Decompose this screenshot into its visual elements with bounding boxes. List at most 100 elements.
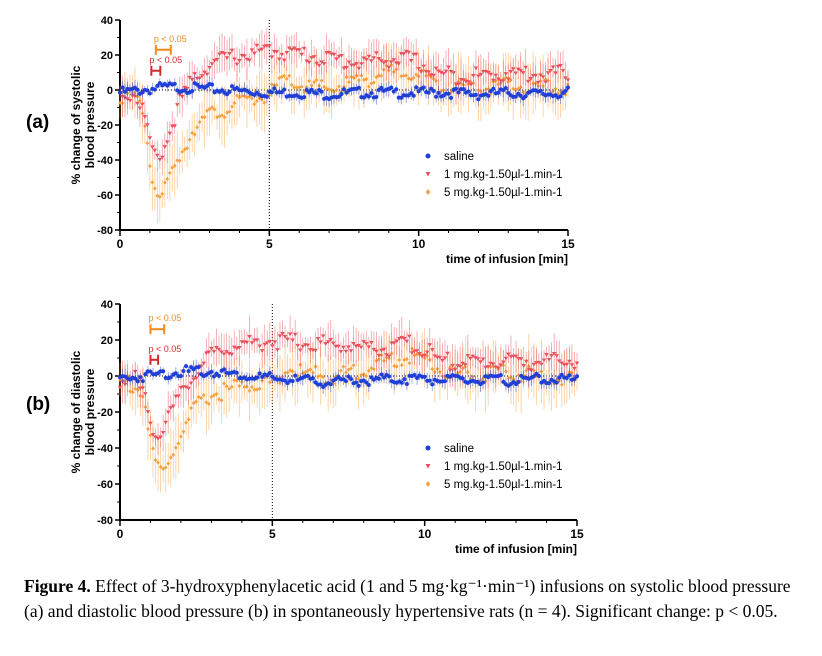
data-point — [282, 58, 287, 63]
data-point — [379, 85, 384, 90]
data-point — [409, 351, 415, 355]
data-point — [331, 52, 337, 57]
significance-label: p < 0.05 — [149, 55, 182, 65]
data-point — [558, 94, 563, 99]
data-point — [430, 382, 435, 387]
data-point — [349, 377, 354, 382]
data-point — [249, 48, 255, 53]
data-point — [224, 350, 229, 354]
data-point — [481, 380, 486, 385]
data-point — [189, 405, 193, 411]
data-point — [214, 345, 219, 350]
data-point — [402, 357, 407, 363]
data-point — [407, 334, 412, 339]
data-point — [316, 374, 320, 379]
data-point — [401, 52, 406, 56]
data-point — [554, 354, 559, 358]
data-point — [201, 392, 206, 398]
data-point — [277, 57, 282, 62]
data-point — [172, 81, 177, 86]
data-point — [204, 351, 209, 356]
data-point — [285, 337, 290, 342]
data-point — [486, 70, 491, 75]
significance-bracket: p < 0.05 — [148, 313, 181, 335]
data-point — [399, 380, 404, 385]
data-point — [155, 437, 161, 441]
data-point — [396, 61, 401, 66]
data-point — [234, 370, 239, 375]
data-point — [230, 84, 234, 89]
data-point — [192, 72, 197, 76]
data-point — [513, 94, 518, 99]
data-point — [414, 85, 419, 90]
data-point — [187, 137, 192, 142]
data-point — [189, 77, 195, 82]
data-point — [237, 383, 242, 389]
data-point — [491, 78, 496, 83]
figure-caption: Figure 4. Effect of 3-hydroxyphenylaceti… — [24, 574, 814, 624]
data-point — [234, 62, 240, 67]
data-point — [406, 93, 411, 98]
data-point — [445, 351, 450, 356]
data-point — [437, 355, 443, 360]
data-point — [473, 66, 479, 71]
data-point — [369, 90, 374, 95]
data-point — [227, 89, 232, 94]
data-point — [343, 349, 349, 354]
data-point — [186, 369, 191, 374]
data-point — [372, 367, 376, 372]
data-point — [473, 92, 478, 97]
data-point — [374, 75, 379, 80]
data-point — [392, 363, 396, 369]
data-point — [566, 85, 570, 90]
data-point — [463, 363, 468, 368]
data-point — [204, 72, 210, 77]
data-point — [369, 81, 374, 86]
data-point — [285, 370, 290, 375]
data-point — [372, 80, 376, 85]
data-point — [199, 74, 205, 78]
data-point — [204, 400, 209, 405]
data-point — [436, 69, 441, 74]
data-point — [255, 387, 259, 392]
data-point — [168, 375, 173, 380]
data-point — [503, 356, 509, 361]
data-point — [436, 90, 441, 95]
data-point — [559, 361, 564, 366]
data-point — [221, 352, 227, 357]
data-point — [229, 352, 234, 357]
data-point — [155, 83, 160, 88]
y-tick-label: -20 — [97, 407, 113, 419]
data-point — [353, 344, 359, 349]
data-point — [145, 88, 150, 93]
data-point — [156, 460, 160, 465]
data-point — [536, 373, 541, 378]
data-point — [140, 386, 146, 391]
data-point — [214, 57, 220, 62]
data-point — [321, 62, 327, 66]
data-point — [282, 73, 287, 79]
data-point — [195, 125, 199, 130]
data-point — [402, 377, 407, 382]
legend: saline 1 mg.kg-1.50µl-1.min-1 5 mg.kg-1.50… — [425, 151, 562, 199]
data-point — [252, 387, 257, 392]
data-point — [488, 72, 494, 77]
data-point — [369, 365, 374, 371]
panel-b: (b) % change of diastolic blood pressure 40… — [26, 299, 584, 556]
y-tick-label: 20 — [101, 50, 113, 62]
data-point — [554, 380, 559, 385]
legend-label: 5 mg.kg-1.50µl-1.min-1 — [444, 187, 562, 199]
data-point — [240, 93, 244, 99]
data-point — [280, 331, 285, 336]
data-point — [222, 114, 227, 120]
data-point — [299, 52, 304, 57]
data-point — [295, 343, 300, 348]
data-point — [364, 373, 369, 379]
data-point — [361, 56, 367, 61]
data-point — [325, 340, 331, 345]
data-point — [127, 98, 133, 103]
data-point — [392, 341, 397, 346]
data-point — [197, 119, 202, 125]
legend-item: 5 mg.kg-1.50µl-1.min-1 — [425, 479, 562, 491]
x-axis-label: time of infusion [min] — [455, 542, 577, 556]
